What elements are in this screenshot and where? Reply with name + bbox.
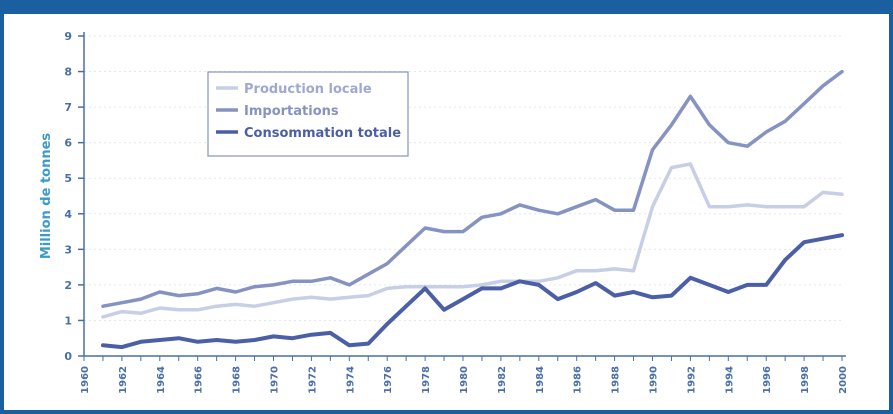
legend-box <box>207 71 409 157</box>
x-tick-label: 1966 <box>194 366 205 394</box>
y-tick-label: 6 <box>64 137 72 150</box>
x-tick-label: 1968 <box>232 366 243 394</box>
x-tick-label: 1984 <box>535 366 546 394</box>
x-tick-label: 1962 <box>118 366 129 394</box>
axes-layer: 0 1 2 3 4 5 6 7 8 9 1960 1962 1964 1966 1968 1970 1972 19… <box>64 30 849 394</box>
x-tick-label: 1978 <box>421 366 432 394</box>
x-tick-label: 1974 <box>345 366 356 394</box>
y-tick-label: 0 <box>64 350 72 363</box>
x-tick-label: 1960 <box>80 366 91 394</box>
y-tick-label: 9 <box>64 30 72 43</box>
x-tick-label: 1994 <box>724 366 735 394</box>
y-tick-label: 7 <box>64 101 72 114</box>
legend-label: Consommation totale <box>244 126 401 141</box>
x-tick-label: 1972 <box>307 366 318 394</box>
x-tick-label: 1986 <box>573 366 584 394</box>
header-bar <box>0 0 893 14</box>
series-line-3 <box>101 233 844 350</box>
x-tick-label: 1964 <box>156 366 167 394</box>
y-axis-label: Million de tonnes <box>39 133 54 260</box>
series-line-1 <box>101 162 844 319</box>
x-tick-label: 1976 <box>383 366 394 394</box>
series-line-2 <box>101 69 844 308</box>
series-layer <box>101 69 844 350</box>
x-tick-label: 1992 <box>686 366 697 394</box>
y-tick-label: 1 <box>64 314 72 327</box>
x-tick-label: 1996 <box>762 366 773 394</box>
legend: Production locale Importations Consommatio… <box>207 71 409 157</box>
y-tick-label: 8 <box>64 66 72 79</box>
y-tick-label: 2 <box>64 279 72 292</box>
grid-layer <box>84 35 842 321</box>
legend-label: Importations <box>244 104 339 119</box>
x-tick-label: 1982 <box>497 366 508 394</box>
legend-label: Production locale <box>244 82 372 97</box>
x-tick-label: 1980 <box>459 366 470 394</box>
x-tick-label: 1988 <box>611 366 622 394</box>
x-tick-label: 2000 <box>838 366 849 394</box>
x-tick-label: 1970 <box>270 366 281 394</box>
line-chart: 0 1 2 3 4 5 6 7 8 9 1960 1962 1964 1966 1968 1970 1972 19… <box>39 30 849 394</box>
chart-container: 0 1 2 3 4 5 6 7 8 9 1960 1962 1964 1966 1968 1970 1972 19… <box>0 14 893 410</box>
x-tick-label: 1990 <box>649 366 660 394</box>
y-tick-label: 3 <box>64 243 72 256</box>
x-tick-label: 1998 <box>800 366 811 394</box>
y-tick-label: 5 <box>64 172 72 185</box>
y-tick-label: 4 <box>64 208 72 221</box>
